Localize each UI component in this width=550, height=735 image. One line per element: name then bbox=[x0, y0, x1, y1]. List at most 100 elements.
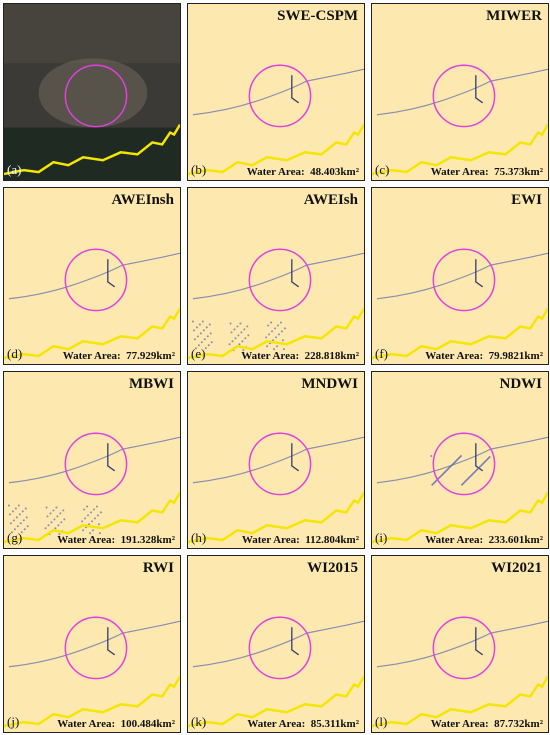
map-image bbox=[372, 188, 548, 364]
water-speck bbox=[83, 508, 86, 511]
canal bbox=[291, 259, 300, 288]
water-speck bbox=[272, 339, 275, 342]
water-speck bbox=[238, 343, 241, 346]
water-speck bbox=[14, 507, 17, 510]
study-circle bbox=[248, 248, 312, 312]
water-speck bbox=[205, 326, 208, 329]
water-speck bbox=[13, 528, 16, 531]
water-speck bbox=[279, 321, 282, 324]
water-speck bbox=[58, 533, 61, 536]
panel-letter: (g) bbox=[7, 530, 23, 545]
water-speck bbox=[430, 455, 433, 458]
study-circle bbox=[64, 64, 128, 128]
water-speck bbox=[50, 521, 53, 524]
canal bbox=[475, 259, 484, 288]
study-circle bbox=[64, 248, 128, 312]
boundary bbox=[188, 675, 364, 728]
boundary bbox=[4, 675, 180, 728]
panel-letter: (h) bbox=[191, 530, 207, 545]
water-speck bbox=[99, 511, 102, 514]
water-speck bbox=[271, 330, 274, 333]
water-speck bbox=[209, 332, 212, 335]
boundary bbox=[4, 491, 180, 544]
water-speck bbox=[92, 508, 95, 511]
map-image bbox=[372, 372, 548, 548]
panel-title: WI2015 bbox=[307, 560, 358, 576]
water-speck bbox=[228, 343, 231, 346]
water-speck bbox=[266, 345, 269, 348]
map-background bbox=[4, 188, 180, 364]
panel-title: SWE-CSPM bbox=[277, 8, 358, 24]
water-speck bbox=[200, 341, 203, 344]
water-speck bbox=[268, 333, 271, 336]
map-image bbox=[188, 188, 364, 364]
map-background bbox=[188, 372, 364, 548]
water-speck bbox=[203, 338, 206, 341]
water-speck bbox=[457, 458, 460, 460]
water-speck bbox=[26, 525, 29, 528]
water-speck bbox=[191, 320, 194, 323]
water-speck bbox=[84, 517, 87, 520]
map-image bbox=[188, 372, 364, 548]
water-speck bbox=[10, 531, 13, 534]
water-speck bbox=[57, 524, 60, 527]
boundary bbox=[4, 123, 180, 176]
canal bbox=[107, 627, 116, 656]
panel-title: RWI bbox=[142, 560, 174, 576]
canal bbox=[475, 75, 484, 104]
water-speck bbox=[60, 521, 63, 524]
panel-letter: (d) bbox=[7, 346, 23, 361]
water-speck bbox=[241, 340, 244, 343]
study-circle bbox=[64, 616, 128, 680]
water-speck bbox=[7, 504, 10, 507]
water-speck bbox=[229, 322, 232, 325]
canal bbox=[475, 627, 484, 656]
panel-title: MNDWI bbox=[301, 376, 358, 392]
water-speck bbox=[242, 349, 245, 352]
canal bbox=[475, 443, 484, 472]
water-speck bbox=[198, 323, 201, 326]
water-speck bbox=[204, 347, 207, 350]
water-speck bbox=[21, 510, 24, 513]
water-speck bbox=[82, 529, 85, 532]
map-image bbox=[188, 556, 364, 732]
study-circle bbox=[432, 64, 496, 128]
water-speck bbox=[96, 514, 99, 517]
water-speck bbox=[247, 334, 250, 337]
water-speck bbox=[46, 515, 49, 518]
panel-title: AWEIsh bbox=[303, 192, 358, 208]
water-area: Water Area: 79.9821km² bbox=[425, 350, 543, 362]
panel-letter: (j) bbox=[7, 714, 20, 729]
canal bbox=[291, 443, 300, 472]
water-area: Water Area: 85.311km² bbox=[247, 718, 359, 730]
water-speck bbox=[236, 325, 239, 328]
water-speck bbox=[81, 520, 84, 523]
panel-letter: (b) bbox=[191, 162, 207, 177]
water-speck bbox=[439, 475, 442, 478]
study-circle bbox=[432, 616, 496, 680]
map-image bbox=[4, 188, 180, 364]
water-speck bbox=[93, 517, 96, 520]
study-circle bbox=[248, 432, 312, 496]
map-background bbox=[372, 188, 548, 364]
water-speck bbox=[207, 344, 210, 347]
water-speck bbox=[91, 520, 93, 523]
water-area: Water Area: 87.732km² bbox=[430, 718, 543, 730]
map-panel: (a) bbox=[3, 3, 181, 181]
water-speck bbox=[206, 335, 209, 338]
water-area: Water Area: 48.403km² bbox=[246, 166, 359, 178]
panel-title: EWI bbox=[511, 192, 542, 208]
water-speck bbox=[448, 466, 451, 469]
panel-letter: (f) bbox=[375, 346, 388, 361]
water-speck bbox=[465, 478, 468, 481]
water-speck bbox=[479, 464, 482, 467]
water-speck bbox=[22, 519, 25, 522]
water-speck bbox=[275, 336, 277, 339]
water-area: Water Area: 75.373km² bbox=[430, 166, 543, 178]
water-speck bbox=[280, 330, 283, 333]
map-image bbox=[4, 4, 180, 180]
water-speck bbox=[89, 532, 92, 535]
water-speck bbox=[277, 333, 280, 336]
water-speck bbox=[12, 519, 15, 522]
water-speck bbox=[274, 327, 276, 330]
